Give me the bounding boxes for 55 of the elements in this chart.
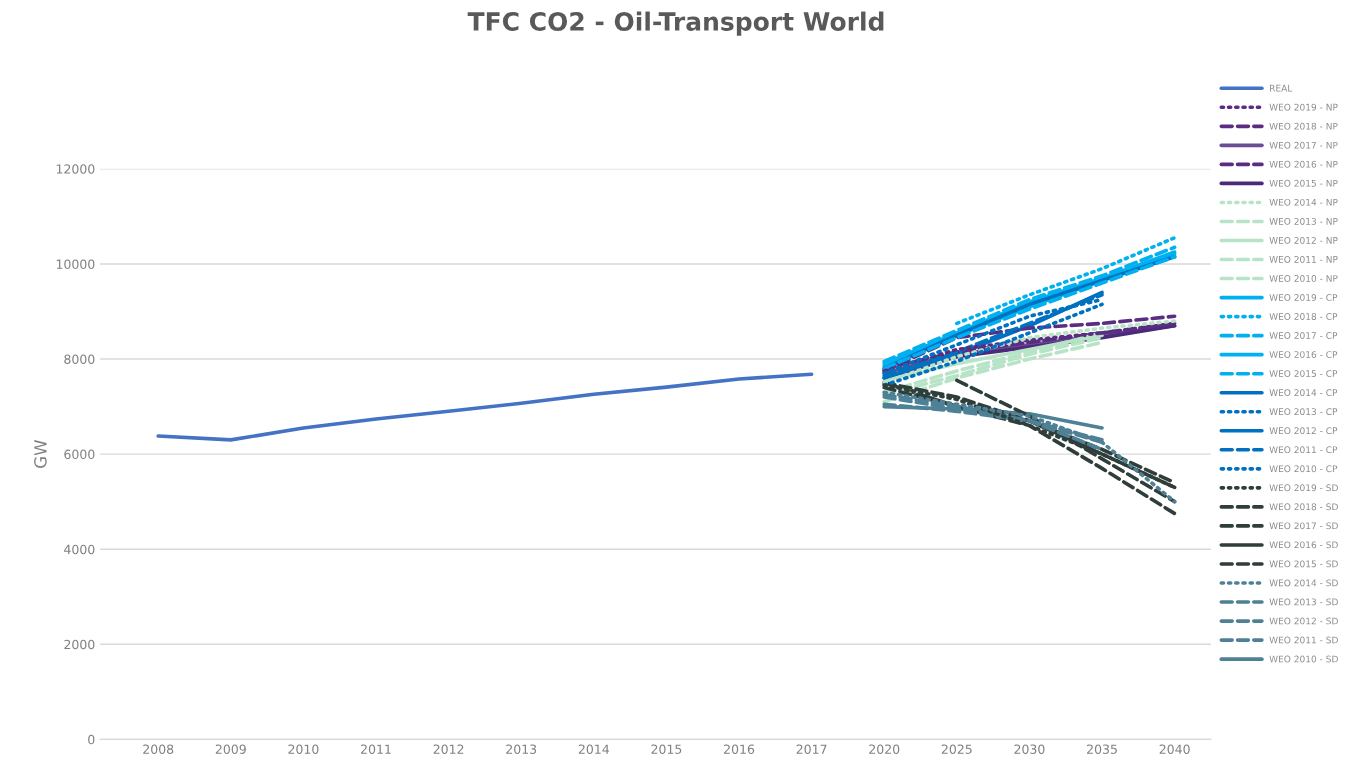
x-tick-label: 2035 — [1087, 744, 1117, 754]
legend-label: WEO 2014 - NP — [1269, 198, 1338, 206]
legend-label: WEO 2017 - NP — [1269, 141, 1338, 149]
legend-label: WEO 2015 - CP — [1269, 370, 1338, 377]
legend-label: WEO 2016 - NP — [1269, 160, 1338, 168]
legend-label: WEO 2010 - SD — [1269, 655, 1338, 663]
legend-label: WEO 2013 - NP — [1269, 217, 1338, 225]
legend-label: WEO 2013 - CP — [1269, 408, 1338, 416]
y-tick-label: 10000 — [56, 259, 95, 269]
legend-label: WEO 2019 - SD — [1269, 484, 1338, 492]
legend-label: WEO 2017 - SD — [1269, 522, 1338, 530]
legend-label: WEO 2014 - CP — [1269, 389, 1338, 397]
legend-label: WEO 2015 - NP — [1269, 179, 1338, 187]
x-tick-label: 2008 — [143, 744, 174, 754]
legend-label: WEO 2011 - NP — [1269, 255, 1338, 263]
legend-label: WEO 2012 - CP — [1269, 427, 1338, 435]
x-tick-label: 2016 — [724, 744, 755, 754]
chart-title: TFC CO2 - Oil-Transport World — [467, 11, 884, 36]
x-tick-label: 2030 — [1014, 744, 1045, 754]
legend-label: WEO 2012 - SD — [1269, 617, 1338, 625]
y-tick-label: 2000 — [64, 639, 95, 650]
y-tick-label: 4000 — [64, 544, 95, 555]
x-tick-label: 2015 — [651, 744, 682, 754]
x-tick-label: 2020 — [869, 744, 900, 754]
legend-label: WEO 2019 - NP — [1269, 103, 1338, 111]
legend-label: WEO 2018 - SD — [1269, 503, 1338, 511]
x-tick-label: 2010 — [288, 744, 319, 754]
y-tick-label: 12000 — [56, 164, 95, 174]
legend-label: WEO 2019 - CP — [1269, 294, 1338, 301]
legend-label: WEO 2010 - NP — [1269, 275, 1338, 282]
legend-label: WEO 2013 - SD — [1269, 598, 1338, 606]
legend-label: WEO 2011 - CP — [1269, 446, 1338, 454]
legend-label: REAL — [1270, 84, 1293, 92]
legend-label: WEO 2016 - SD — [1269, 541, 1338, 549]
x-tick-label: 2011 — [361, 744, 391, 754]
legend-label: WEO 2011 - SD — [1269, 636, 1338, 644]
legend-label: WEO 2014 - SD — [1269, 579, 1338, 587]
legend-label: WEO 2018 - CP — [1269, 313, 1338, 320]
y-tick-label: 8000 — [64, 354, 95, 364]
legend-label: WEO 2018 - NP — [1269, 122, 1338, 130]
x-tick-label: 2025 — [941, 744, 972, 754]
legend-label: WEO 2015 - SD — [1269, 560, 1338, 568]
y-axis-title: GW — [34, 439, 47, 468]
x-tick-label: 2040 — [1159, 744, 1190, 754]
x-tick-label: 2017 — [796, 744, 827, 754]
legend-label: WEO 2012 - NP — [1269, 236, 1338, 244]
legend-label: WEO 2010 - CP — [1269, 465, 1338, 473]
legend-label: WEO 2017 - CP — [1269, 332, 1338, 339]
x-tick-label: 2013 — [506, 744, 537, 754]
legend-label: WEO 2016 - CP — [1269, 351, 1338, 358]
x-tick-label: 2009 — [215, 744, 246, 754]
x-tick-label: 2012 — [433, 744, 464, 754]
x-tick-label: 2014 — [578, 744, 610, 754]
y-tick-label: 6000 — [64, 449, 95, 460]
y-tick-label: 0 — [88, 734, 95, 745]
